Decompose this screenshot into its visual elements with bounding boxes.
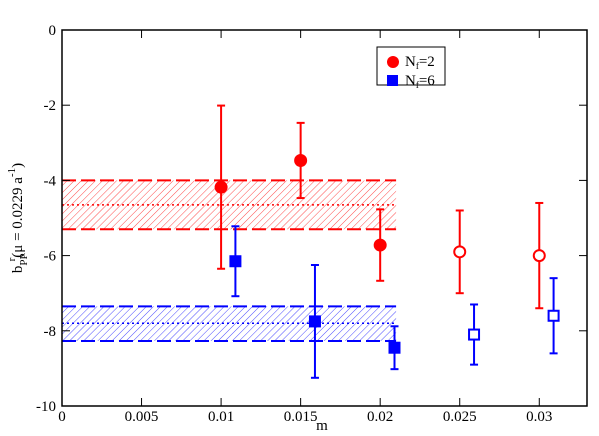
legend-label-part: =2 xyxy=(419,54,435,70)
plot-frame xyxy=(61,29,588,407)
y-tick-label: -2 xyxy=(44,98,57,114)
legend-label-part: f xyxy=(416,61,419,71)
point xyxy=(547,309,560,322)
point xyxy=(308,315,321,328)
point xyxy=(388,341,401,354)
y-axis-label: bPPr(μ = 0.0229 a-1) xyxy=(6,163,30,273)
x-tick-label: 0 xyxy=(58,409,66,425)
x-tick-label: 0.025 xyxy=(443,409,477,425)
legend-label-part: =6 xyxy=(419,73,435,89)
legend-label-part: N xyxy=(405,54,416,70)
legend-box xyxy=(376,46,446,86)
point xyxy=(229,255,242,268)
y-tick-label: -4 xyxy=(44,173,57,189)
y-tick-label: -6 xyxy=(44,249,57,265)
point xyxy=(214,180,228,194)
legend-marker xyxy=(387,56,399,68)
y-tick-label: 0 xyxy=(49,23,57,39)
x-tick-label: 0.01 xyxy=(208,409,234,425)
y-tick-label: -10 xyxy=(36,399,56,415)
x-tick-label: 0.02 xyxy=(367,409,393,425)
legend-marker xyxy=(387,75,398,86)
x-tick-label: 0.015 xyxy=(284,409,318,425)
point xyxy=(532,249,546,263)
y-tick-label: -8 xyxy=(44,324,57,340)
point xyxy=(294,153,308,167)
legend-label-part: f xyxy=(416,80,419,90)
x-axis-label: m xyxy=(316,418,328,434)
x-tick-label: 0.03 xyxy=(526,409,552,425)
point xyxy=(468,328,481,341)
legend-label: Nf=2 xyxy=(405,54,435,71)
point xyxy=(373,238,387,252)
x-tick-label: 0.005 xyxy=(125,409,159,425)
point xyxy=(453,245,467,259)
legend-label-part: N xyxy=(405,73,416,89)
legend-label: Nf=6 xyxy=(405,73,435,90)
